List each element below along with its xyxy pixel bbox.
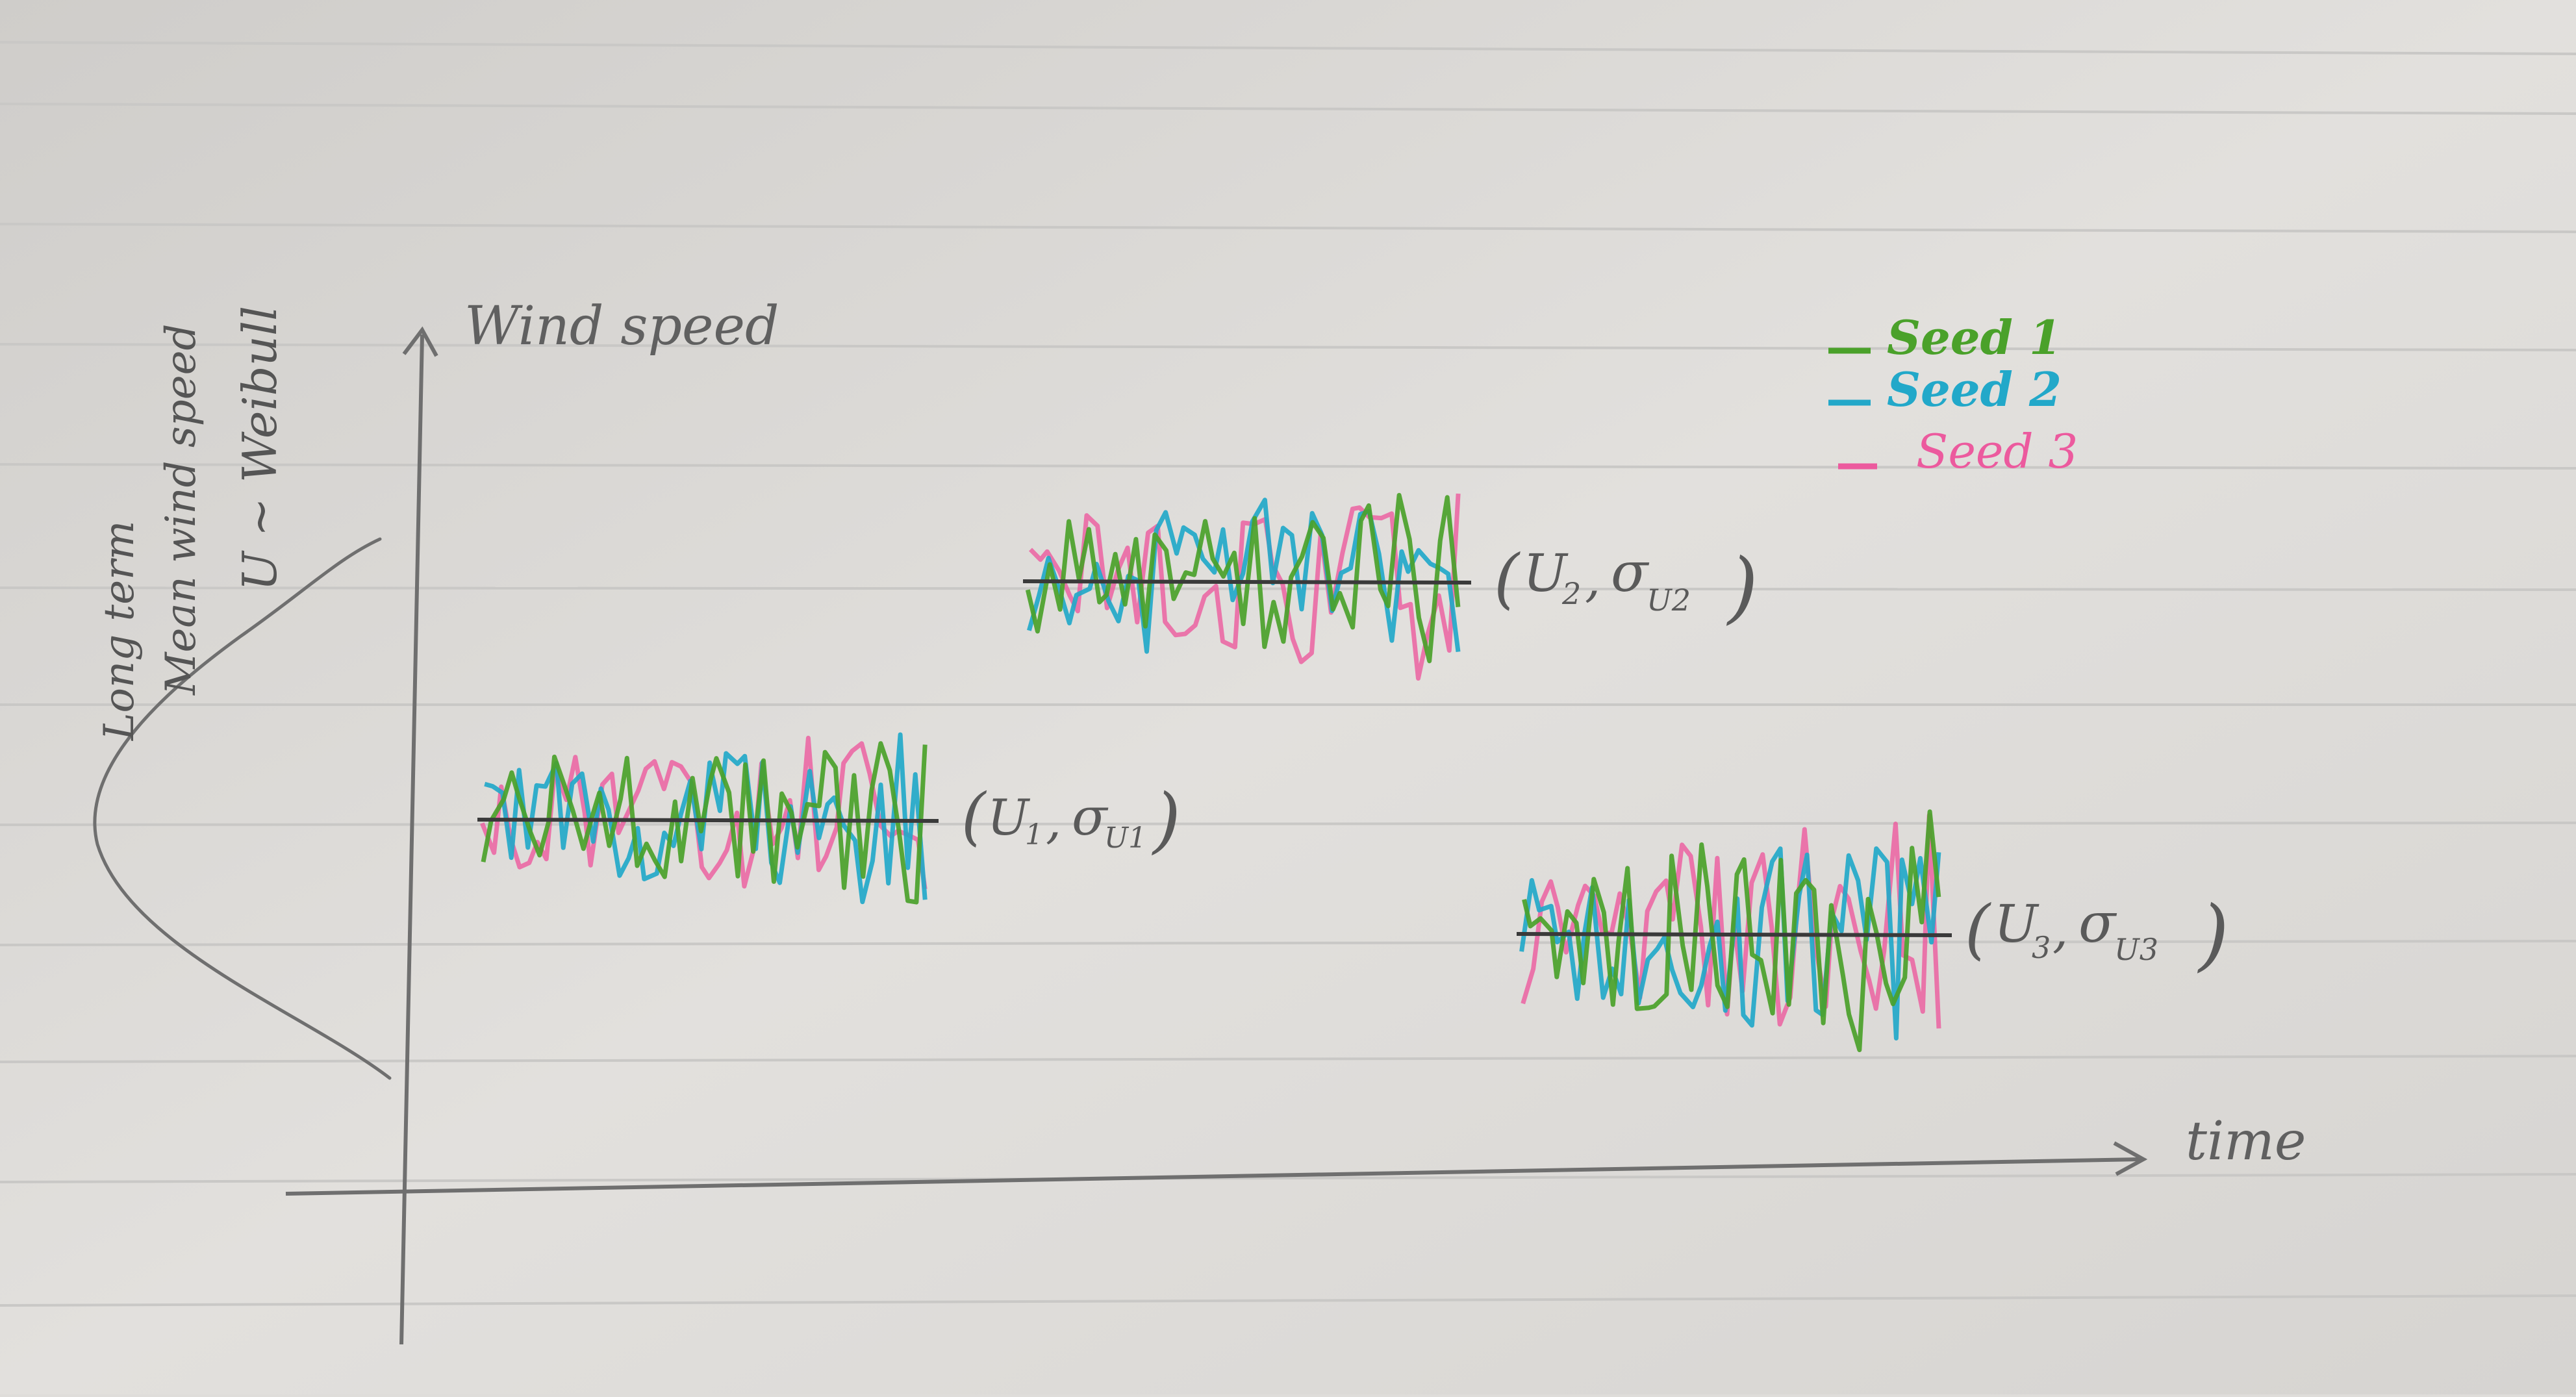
y-axis-label: Wind speed	[464, 296, 779, 357]
svg-text:,: ,	[2052, 901, 2068, 959]
ruled-line	[0, 1173, 2576, 1183]
distribution-note: Long term	[95, 521, 144, 741]
svg-text:,: ,	[1585, 550, 1600, 608]
segment-2-u: U	[1523, 543, 1569, 603]
segment-2-sigma: σ	[1611, 540, 1650, 604]
seed-1-signal-line	[1522, 809, 1941, 1052]
svg-text:(: (	[1965, 891, 1991, 967]
segment-3-sigma: σ	[2078, 891, 2117, 955]
seed-1-signal-line	[1025, 493, 1461, 664]
segment-3-sigma-sub: U3	[2114, 932, 2158, 967]
segment-3-u: U	[1994, 894, 2039, 954]
legend-label-seed-2: Seed 2	[1887, 362, 2062, 417]
svg-text:(: (	[961, 780, 987, 853]
mean-wind-speed-line	[1516, 932, 1952, 937]
segment-1-sigma-sub: U1	[1104, 822, 1146, 855]
note-line-2: Mean wind speed	[157, 324, 205, 696]
ruled-line	[0, 463, 2576, 470]
seed-2-signal-line	[1027, 497, 1461, 654]
segment-1-u: U	[987, 788, 1031, 846]
seed-1-signal-line	[481, 741, 928, 905]
mean-wind-speed-line	[477, 818, 939, 823]
segment-2-sigma-sub: U2	[1647, 583, 1691, 618]
ruled-line	[0, 103, 2576, 115]
note-line-3: U ~ Weibull	[233, 306, 287, 591]
legend: Seed 1 Seed 2 Seed 3	[1828, 310, 2078, 479]
svg-text:): )	[1152, 778, 1181, 861]
ruled-line	[0, 41, 2576, 55]
y-axis	[399, 334, 424, 1345]
segment-3-u-sub: 3	[2032, 930, 2051, 965]
ruled-line	[0, 940, 2576, 946]
svg-text:(: (	[1494, 540, 1521, 616]
svg-text:,: ,	[1046, 792, 1061, 850]
segment-1-sigma: σ	[1072, 787, 1109, 847]
ruled-line	[0, 223, 2576, 233]
mean-wind-speed-line	[1022, 579, 1472, 585]
svg-text:): )	[2197, 890, 2229, 980]
legend-label-seed-3: Seed 3	[1916, 424, 2078, 479]
segment-2-u-sub: 2	[1561, 576, 1581, 611]
wind-signal-segment-2	[1022, 493, 1472, 681]
x-axis-label: time	[2186, 1111, 2306, 1172]
wind-signal-segment-1	[477, 732, 939, 905]
note-line-1: Long term	[95, 521, 144, 741]
x-axis	[285, 1157, 2141, 1196]
segment-label-3: ( U 3 , σ U3 )	[1965, 890, 2229, 980]
svg-text:): )	[1726, 542, 1758, 633]
weibull-distribution-curve	[93, 537, 392, 1080]
seed-3-signal-line	[1029, 493, 1461, 681]
y-axis-arrowhead	[402, 326, 438, 357]
segment-label-1: ( U 1 , σ U1 )	[961, 778, 1181, 861]
x-axis-arrowhead	[2113, 1141, 2148, 1176]
ruled-line	[0, 1294, 2576, 1307]
legend-label-seed-1: Seed 1	[1887, 310, 2062, 365]
ruled-line	[0, 1055, 2576, 1063]
ruled-line	[0, 822, 2576, 826]
segment-1-u-sub: 1	[1025, 818, 1043, 851]
segment-label-2: ( U 2 , σ U2 )	[1494, 540, 1758, 633]
wind-signal-segment-3	[1516, 809, 1952, 1052]
